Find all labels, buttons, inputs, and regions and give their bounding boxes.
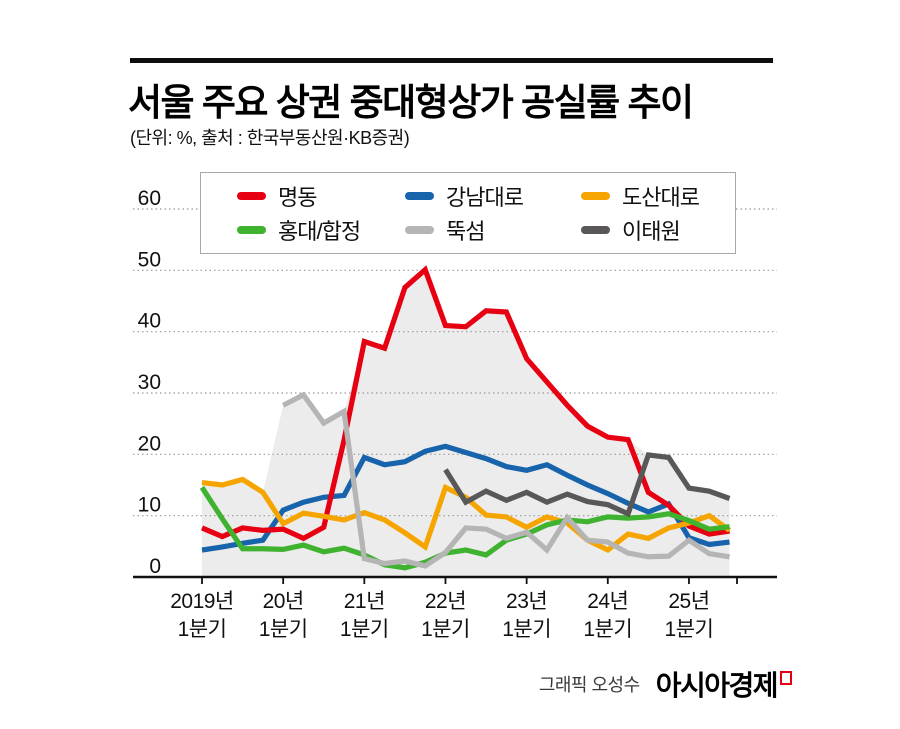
y-tick-label-30: 30 <box>138 371 161 394</box>
legend-swatch-myeongdong <box>237 192 266 200</box>
x-tick-label: 21년 <box>344 590 385 613</box>
x-tick-label: 1분기 <box>259 618 308 641</box>
x-tick-label: 1분기 <box>340 618 389 641</box>
legend-swatch-dosan-daero <box>581 192 610 200</box>
x-tick-label: 20년 <box>263 590 304 613</box>
legend-label-myeongdong: 명동 <box>278 185 317 210</box>
legend-item-myeongdong: 명동 <box>237 180 405 212</box>
legend-label-itaewon: 이태원 <box>622 219 681 244</box>
y-tick-label-40: 40 <box>138 310 161 333</box>
x-tick-label: 22년 <box>425 590 466 613</box>
y-tick-label-50: 50 <box>138 248 161 271</box>
legend-swatch-itaewon <box>581 226 610 234</box>
x-tick-label: 1분기 <box>178 618 227 641</box>
y-tick-label-10: 10 <box>138 494 161 517</box>
x-tick-label: 1분기 <box>665 618 714 641</box>
legend-swatch-gangnam-daero <box>405 192 434 200</box>
page-subtitle: (단위: %, 출처 : 한국부동산원·KB증권) <box>130 128 410 148</box>
legend-swatch-hongdae-hapjeong <box>237 226 266 234</box>
legend-item-itaewon: 이태원 <box>581 214 735 246</box>
y-tick-label-0: 0 <box>149 555 161 578</box>
x-tick-label: 1분기 <box>502 618 551 641</box>
brand-logo: 아시아경제 <box>656 664 792 704</box>
page-title: 서울 주요 상권 중대형상가 공실률 추이 <box>128 82 694 123</box>
series-line-gangnam-daero <box>201 443 730 553</box>
x-tick-label: 25년 <box>668 590 709 613</box>
y-tick-label-20: 20 <box>138 432 161 455</box>
legend-swatch-ttukseom <box>405 226 434 234</box>
brand-logo-text: 아시아경제 <box>655 670 779 701</box>
legend-label-hongdae-hapjeong: 홍대/합정 <box>278 219 361 244</box>
title-rule <box>130 58 773 63</box>
legend-item-gangnam-daero: 강남대로 <box>405 180 581 212</box>
legend-label-gangnam-daero: 강남대로 <box>446 185 524 210</box>
legend-label-ttukseom: 뚝섬 <box>446 219 485 244</box>
shaded-envelope-area <box>202 269 730 577</box>
series-line-itaewon <box>443 452 731 518</box>
legend-label-dosan-daero: 도산대로 <box>622 185 700 210</box>
x-tick-label: 1분기 <box>583 618 632 641</box>
brand-mark-icon <box>780 671 792 685</box>
footer: 그래픽 오성수 아시아경제 <box>539 666 792 702</box>
graphic-credit: 그래픽 오성수 <box>538 675 640 695</box>
legend-item-dosan-daero: 도산대로 <box>581 180 735 212</box>
legend-item-hongdae-hapjeong: 홍대/합정 <box>237 214 405 246</box>
x-tick-label: 1분기 <box>421 618 470 641</box>
series-line-ttukseom <box>281 391 730 569</box>
x-tick-label: 24년 <box>587 590 628 613</box>
y-tick-label-60: 60 <box>138 187 161 210</box>
x-tick-label: 2019년 <box>170 590 234 613</box>
chart-legend: 명동 강남대로 도산대로 홍대/합정 뚝섬 이태원 <box>200 172 736 254</box>
x-tick-label: 23년 <box>506 590 547 613</box>
legend-item-ttukseom: 뚝섬 <box>405 214 581 246</box>
series-line-hongdae-hapjeong <box>199 486 730 571</box>
